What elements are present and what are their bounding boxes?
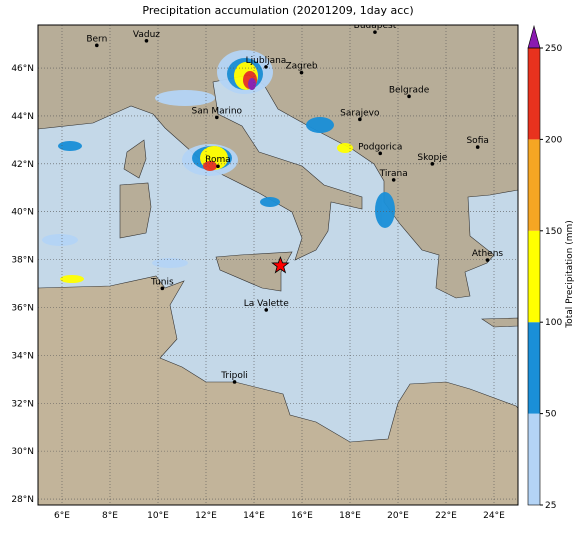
y-tick-label: 32°N (11, 399, 34, 409)
precip-area (260, 197, 280, 207)
y-tick-label: 40°N (11, 208, 34, 218)
colorbar-tick-label: 50 (545, 410, 557, 420)
land-crete (481, 317, 518, 328)
colorbar-segment (528, 322, 540, 414)
city-label: Roma (205, 155, 231, 165)
x-tick-label: 16°E (291, 511, 313, 521)
x-tick-label: 6°E (54, 511, 70, 521)
city-dot (430, 162, 435, 166)
land-sardinia (119, 182, 152, 239)
city-label: Tripoli (220, 371, 248, 381)
colorbar: 25 50 100 150 200 250 (527, 24, 562, 511)
city-dot (160, 286, 165, 291)
x-tick-label: 18°E (339, 511, 361, 521)
city-dot (391, 178, 396, 182)
precip-area (60, 275, 84, 283)
city-label: Ljubljana (246, 56, 287, 66)
city-dot (264, 308, 269, 312)
x-tick-label: 14°E (243, 511, 265, 521)
event-marker (271, 255, 290, 274)
y-tick-label: 34°N (11, 351, 34, 361)
city-label: Budapest (354, 21, 397, 31)
y-tick-label: 46°N (11, 64, 34, 74)
x-tick-label: 8°E (102, 511, 118, 521)
city-dot (407, 94, 411, 99)
y-tick-label: 36°N (11, 303, 34, 313)
colorbar-frame (527, 47, 541, 506)
x-tick-label: 10°E (147, 511, 169, 521)
city-label: San Marino (192, 106, 243, 116)
city-dot (216, 164, 220, 169)
colorbar-label: Total Precipitation (mm) (565, 220, 575, 329)
y-tick-label: 30°N (11, 447, 34, 457)
graticule (38, 25, 518, 505)
map-frame (37, 24, 519, 506)
x-tick-label: 22°E (435, 511, 457, 521)
city-label: Sarajevo (340, 108, 380, 118)
city-dot (373, 30, 377, 34)
colorbar-extend (527, 24, 541, 49)
city-dot (264, 65, 268, 69)
city-label: Tirana (379, 169, 408, 179)
land-africa (38, 275, 518, 505)
city-label: Skopje (417, 153, 447, 163)
colorbar-segment (528, 230, 540, 323)
precip-area (337, 143, 353, 153)
colorbar-segment (528, 413, 540, 505)
city-dot (358, 117, 362, 122)
colorbar-tick-label: 200 (545, 135, 562, 145)
land-corsica (123, 139, 147, 179)
precip-area (248, 78, 256, 90)
city-label: Vaduz (133, 30, 160, 40)
city-label: Athens (472, 249, 503, 259)
city-label: Tunis (150, 277, 174, 287)
precip-area (58, 141, 82, 151)
precip-area (306, 117, 334, 133)
city-dot (378, 151, 383, 156)
colorbar-tick-label: 100 (545, 318, 562, 328)
city-dot (299, 70, 304, 75)
precip-area (203, 161, 217, 171)
city-dot (475, 145, 480, 149)
precip-area (155, 90, 215, 106)
city-label: La Valette (244, 299, 289, 309)
city-label: Bern (86, 34, 107, 44)
precip-area (42, 234, 78, 246)
y-tick-label: 38°N (11, 256, 34, 266)
city-dot (95, 43, 99, 48)
city-dot (144, 39, 149, 43)
x-tick-label: 12°E (195, 511, 217, 521)
city-label: Zagreb (285, 62, 317, 72)
title: Precipitation accumulation (20201209, 1d… (142, 4, 413, 17)
y-tick-label: 42°N (11, 160, 34, 170)
city-dot (485, 258, 490, 262)
x-tick-label: 20°E (387, 511, 409, 521)
axis-ticks: 6°E 8°E 10°E 12°E 14°E 16°E 18°E 20°E 22°E 24°E 28… (11, 64, 505, 521)
precip-area (375, 192, 395, 228)
city-label: Belgrade (389, 85, 430, 95)
colorbar-segment (528, 48, 540, 140)
colorbar-tick-label: 250 (545, 44, 562, 54)
city-label: Sofia (466, 136, 488, 146)
city-dot (215, 115, 219, 120)
precip-area (152, 258, 188, 268)
y-tick-label: 44°N (11, 112, 34, 122)
city-dot (232, 380, 237, 384)
x-tick-label: 24°E (483, 511, 505, 521)
city-label: Podgorica (358, 142, 402, 152)
colorbar-segment (528, 139, 540, 231)
y-tick-label: 28°N (11, 495, 34, 505)
colorbar-tick-label: 25 (545, 501, 556, 511)
precipitation (42, 50, 395, 283)
colorbar-tick-label: 150 (545, 227, 562, 237)
